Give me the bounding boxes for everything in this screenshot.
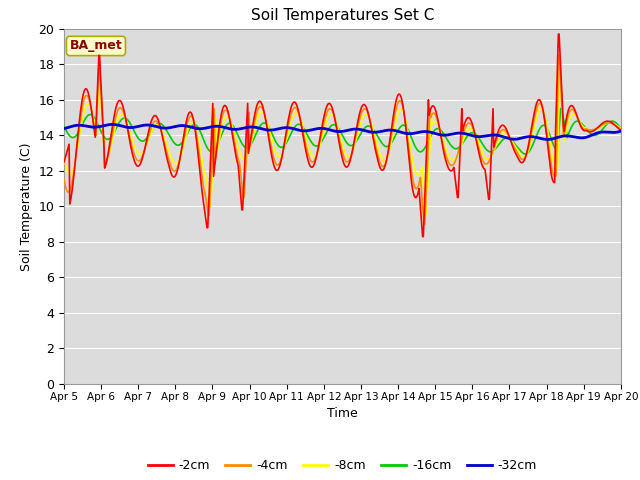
X-axis label: Time: Time — [327, 407, 358, 420]
Text: BA_met: BA_met — [70, 39, 122, 52]
Legend: -2cm, -4cm, -8cm, -16cm, -32cm: -2cm, -4cm, -8cm, -16cm, -32cm — [143, 454, 542, 477]
Title: Soil Temperatures Set C: Soil Temperatures Set C — [251, 9, 434, 24]
Y-axis label: Soil Temperature (C): Soil Temperature (C) — [20, 142, 33, 271]
